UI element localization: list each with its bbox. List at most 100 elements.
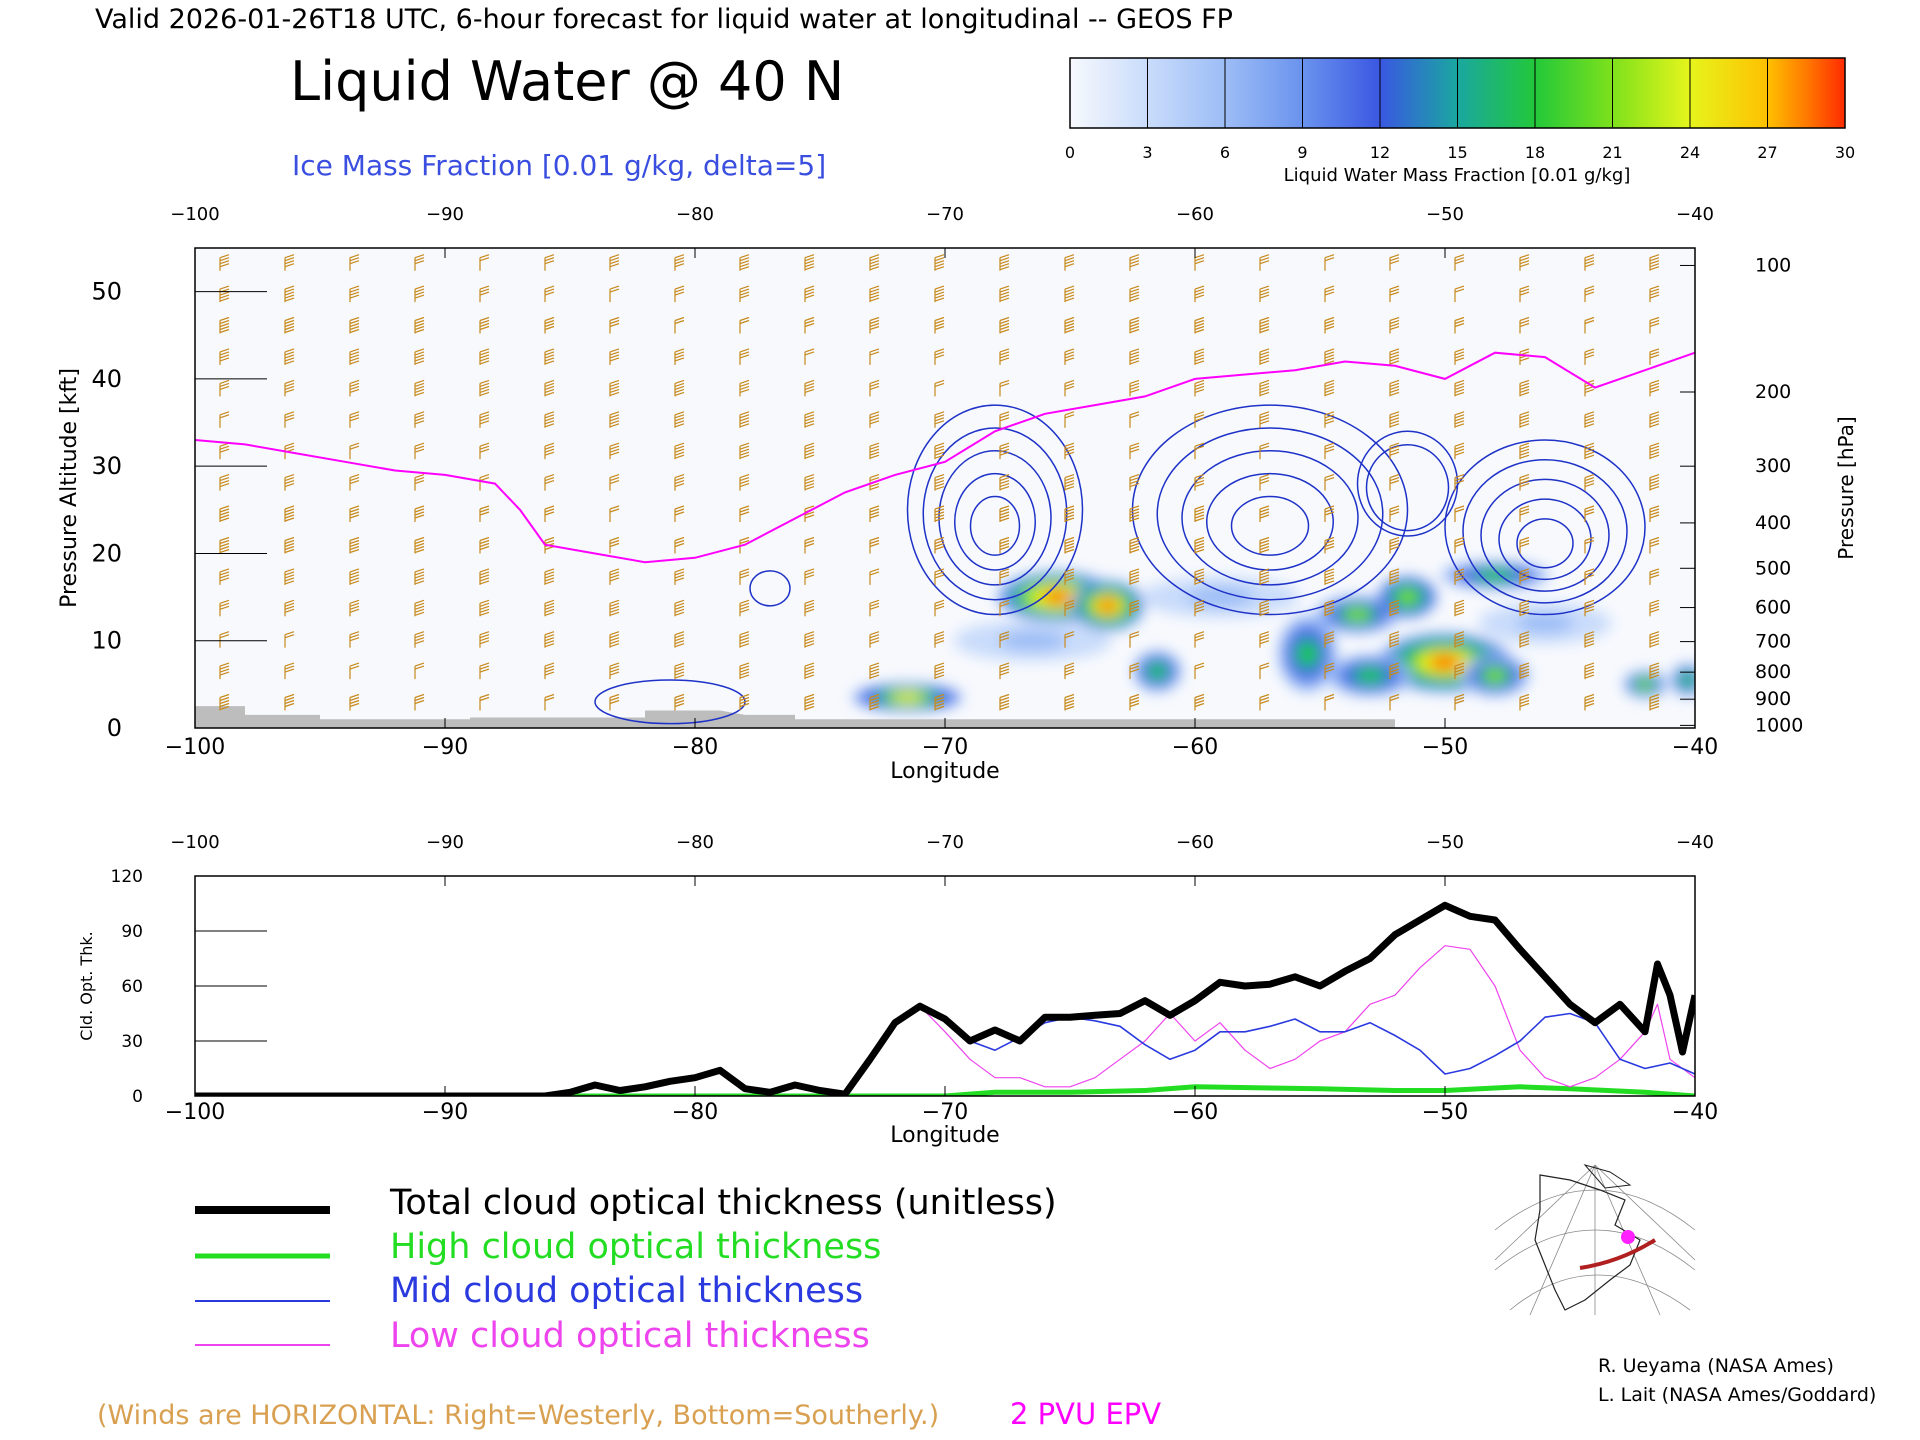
wind-barb-feather (1194, 354, 1205, 359)
wind-barb-feather (1324, 605, 1335, 610)
wind-barb-feather (609, 288, 620, 293)
wind-barb-feather (1649, 442, 1660, 447)
wind-barb-feather (1194, 599, 1205, 604)
wind-barb (739, 631, 750, 648)
wind-barb-feather (1389, 316, 1400, 322)
wind-barb-feather (1129, 360, 1140, 365)
wind-barb-feather (544, 668, 555, 673)
wind-barb-feather (1519, 254, 1530, 259)
wind-barb-feather (1259, 611, 1270, 616)
wind-barb (1129, 568, 1140, 585)
wind-barb-feather (1064, 322, 1075, 328)
wind-barb-feather (1584, 480, 1595, 485)
wind-barb-feather (479, 474, 490, 479)
wind-barb-feather (999, 696, 1010, 702)
wind-barb-feather (739, 474, 750, 479)
wind-barb-feather (1389, 391, 1400, 396)
wind-barb (219, 505, 230, 522)
wind-barb-feather (739, 254, 750, 259)
wind-barb (674, 285, 685, 303)
wind-barb-feather (674, 536, 685, 542)
wind-barb-feather (479, 631, 490, 636)
wind-barb-feather (544, 379, 555, 384)
wind-barb-feather (1519, 608, 1530, 613)
wind-barb-feather (1584, 568, 1595, 573)
wind-barb-feather (1519, 288, 1530, 293)
wind-barb-feather (349, 693, 360, 699)
wind-barb-feather (1649, 671, 1660, 676)
wind-barb-feather (1519, 634, 1530, 639)
wind-barb-feather (414, 411, 425, 416)
wind-barb-feather (1389, 574, 1400, 579)
wind-barb-feather (609, 391, 620, 396)
wind-barb (1584, 662, 1595, 680)
wind-barb (804, 536, 815, 554)
wind-barb-feather (284, 662, 295, 667)
wind-barb (1519, 285, 1530, 303)
wind-barb-feather (1064, 316, 1075, 322)
wind-barb-feather (284, 693, 295, 699)
wind-barb-feather (1454, 693, 1465, 699)
wind-barb (349, 536, 360, 554)
wind-barb-feather (1454, 448, 1465, 453)
wind-barb-feather (1194, 608, 1205, 613)
wind-barb-feather (1194, 662, 1205, 667)
wind-barb-feather (739, 599, 750, 604)
wind-barb-feather (1194, 357, 1205, 362)
wind-barb-feather (1064, 702, 1075, 708)
wind-barb (1584, 316, 1595, 334)
wind-barb (999, 348, 1010, 365)
wind-barb-feather (544, 385, 555, 390)
wind-barb-feather (1584, 477, 1595, 482)
wind-barb (1454, 536, 1465, 554)
wind-barb-feather (609, 451, 620, 456)
wind-barb-feather (284, 668, 295, 673)
wind-barb-feather (1519, 420, 1530, 425)
wind-barb-feather (674, 420, 685, 425)
wind-barb-feather (1259, 379, 1270, 384)
wind-barb-feather (934, 705, 945, 711)
wind-barb-feather (869, 454, 880, 459)
wind-barb (739, 599, 750, 617)
wind-barb-feather (1649, 662, 1660, 667)
wind-barb-feather (1129, 605, 1140, 610)
wind-barb-feather (609, 699, 620, 705)
wind-barb-feather (1194, 445, 1205, 450)
wind-barb-feather (1649, 699, 1660, 705)
wind-barb-feather (1129, 536, 1140, 542)
wind-barb-feather (934, 348, 945, 353)
wind-barb-feather (1454, 414, 1465, 419)
wind-barb-feather (1259, 291, 1270, 296)
wind-barb-feather (869, 640, 880, 645)
wind-barb-feather (674, 411, 685, 416)
plot-frame-bottom (194, 875, 1696, 1097)
wind-barb-feather (739, 411, 750, 416)
wind-barb-feather (1259, 699, 1270, 705)
wind-barb (284, 411, 295, 428)
colorbar-tick-label: 30 (1835, 143, 1855, 162)
wind-barb-feather (739, 319, 750, 325)
wind-barb-feather (1129, 662, 1140, 667)
wind-barb-feather (349, 631, 360, 636)
wind-barb-feather (1584, 316, 1595, 322)
wind-barb-feather (219, 325, 230, 331)
wind-barb-feather (674, 445, 685, 450)
wind-barb-feather (1649, 514, 1660, 519)
wind-barb-feather (999, 357, 1010, 362)
wind-barb-feather (1649, 696, 1660, 702)
wind-barb-feather (1064, 291, 1075, 296)
wind-barb (1519, 599, 1530, 617)
wind-barb-feather (674, 599, 685, 604)
wind-barb-feather (219, 291, 230, 296)
wind-barb-feather (1389, 668, 1400, 673)
wind-barb-feather (414, 260, 425, 265)
wind-barb-feather (1519, 445, 1530, 450)
wind-barb-feather (1519, 599, 1530, 604)
wind-barb (479, 599, 490, 617)
wind-barb (674, 599, 685, 617)
wind-barb-feather (1519, 505, 1530, 510)
wind-barb-feather (609, 574, 620, 579)
wind-barb-feather (414, 354, 425, 359)
wind-barb-feather (804, 602, 815, 607)
wind-barb-feather (414, 545, 425, 551)
